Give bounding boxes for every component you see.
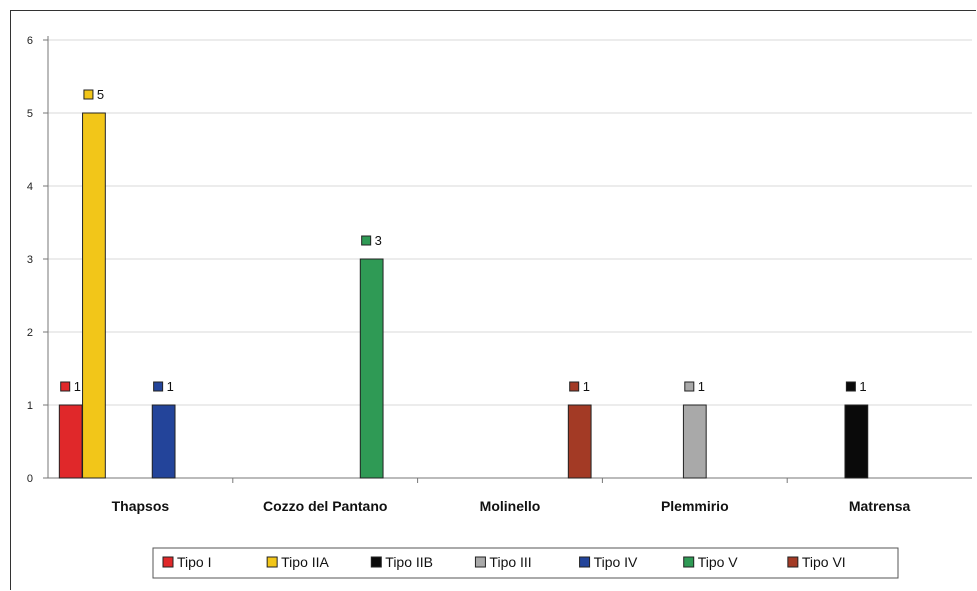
y-tick-label: 1 bbox=[27, 400, 33, 412]
category-label: Matrensa bbox=[849, 498, 911, 514]
data-label: 3 bbox=[361, 233, 382, 248]
category-label: Molinello bbox=[480, 498, 541, 514]
bar bbox=[58, 404, 83, 479]
data-label-key bbox=[845, 381, 856, 392]
legend-item: Tipo IV bbox=[579, 554, 638, 570]
legend-swatch bbox=[266, 556, 278, 568]
data-labels-layer: 1 5 1 1 1 3 1 bbox=[60, 87, 867, 394]
category-label: Thapsos bbox=[112, 498, 170, 514]
legend-swatch bbox=[162, 556, 174, 568]
y-tick-label: 6 bbox=[27, 35, 33, 47]
legend-swatch bbox=[787, 556, 799, 568]
axis-layer: 0 1 2 3 4 5 6 Thapsos Cozzo del Pantano Molinello… bbox=[27, 35, 972, 514]
data-label-key bbox=[153, 381, 164, 392]
bar bbox=[567, 404, 592, 479]
legend-label: Tipo V bbox=[698, 554, 739, 570]
data-label-key bbox=[684, 381, 695, 392]
legend-label: Tipo I bbox=[177, 554, 212, 570]
category-label: Cozzo del Pantano bbox=[263, 498, 387, 514]
y-tick-label: 4 bbox=[27, 181, 33, 193]
legend-item: Tipo IIA bbox=[266, 554, 330, 570]
data-label: 1 bbox=[684, 379, 705, 394]
legend-label: Tipo III bbox=[489, 554, 531, 570]
legend-swatch bbox=[474, 556, 486, 568]
bar bbox=[682, 404, 707, 479]
bar bbox=[359, 258, 384, 479]
legend-label: Tipo IIB bbox=[385, 554, 433, 570]
data-label-key bbox=[83, 89, 94, 100]
category-label: Plemmirio bbox=[661, 498, 729, 514]
data-label-value: 5 bbox=[97, 87, 104, 102]
legend-swatch bbox=[370, 556, 382, 568]
y-tick-label: 5 bbox=[27, 108, 33, 120]
legend-label: Tipo IV bbox=[594, 554, 638, 570]
data-label-key bbox=[569, 381, 580, 392]
data-label-value: 3 bbox=[375, 233, 382, 248]
legend-label: Tipo VI bbox=[802, 554, 846, 570]
data-label-key bbox=[60, 381, 71, 392]
y-tick-label: 2 bbox=[27, 327, 33, 339]
grid-layer bbox=[48, 39, 972, 406]
legend-swatch bbox=[579, 556, 591, 568]
data-label-value: 1 bbox=[74, 379, 81, 394]
data-label-value: 1 bbox=[698, 379, 705, 394]
legend-item: Tipo IIB bbox=[370, 554, 433, 570]
legend-label: Tipo IIA bbox=[281, 554, 329, 570]
data-label: 1 bbox=[845, 379, 867, 394]
legend-swatch bbox=[683, 556, 695, 568]
y-tick-label: 3 bbox=[27, 254, 33, 266]
bar bbox=[151, 404, 176, 479]
data-label-value: 1 bbox=[859, 379, 866, 394]
data-label: 1 bbox=[569, 379, 590, 394]
bar bbox=[82, 112, 106, 479]
data-label: 1 bbox=[60, 379, 81, 394]
chart-frame bbox=[10, 10, 976, 590]
legend: Tipo I Tipo IIA Tipo IIB Tipo III Tipo IV Tip… bbox=[152, 547, 899, 579]
data-label-value: 1 bbox=[167, 379, 174, 394]
legend-item: Tipo III bbox=[474, 554, 532, 570]
bar bbox=[844, 404, 869, 479]
legend-item: Tipo I bbox=[162, 554, 212, 570]
data-label-value: 1 bbox=[583, 379, 590, 394]
y-tick-label: 0 bbox=[27, 473, 33, 485]
bars-layer bbox=[58, 112, 869, 479]
data-label: 5 bbox=[83, 87, 104, 102]
data-label-key bbox=[361, 235, 372, 246]
data-label: 1 bbox=[153, 379, 174, 394]
legend-item: Tipo VI bbox=[787, 554, 846, 570]
legend-item: Tipo V bbox=[683, 554, 739, 570]
